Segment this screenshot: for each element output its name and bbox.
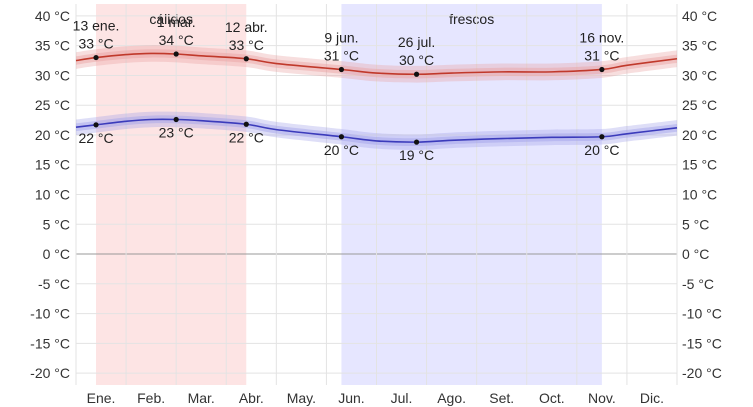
annotation-value: 20 °C	[324, 142, 359, 158]
y-tick-right: 35 °C	[682, 38, 717, 54]
y-tick-right: -5 °C	[682, 276, 714, 292]
annotation-point	[173, 51, 179, 57]
annotation-point	[93, 54, 99, 61]
x-tick-label: Nov.	[588, 390, 616, 406]
annotation-value: 22 °C	[78, 130, 113, 146]
x-tick-label: Abr.	[239, 390, 264, 406]
x-tick-label: Jul.	[391, 390, 413, 406]
series-band-outer-1	[76, 111, 677, 150]
annotation-point	[173, 116, 179, 123]
annotation-value: 34 °C	[159, 32, 194, 48]
annotation-value: 31 °C	[584, 47, 619, 63]
y-tick-left: -15 °C	[30, 335, 70, 351]
y-tick-right: 15 °C	[682, 157, 717, 173]
x-tick-label: Oct.	[539, 390, 565, 406]
y-tick-left: 0 °C	[43, 246, 70, 262]
y-tick-right: -20 °C	[682, 365, 722, 381]
annotation-point	[243, 121, 249, 127]
y-tick-right: 0 °C	[682, 246, 709, 262]
annotation-date: 13 ene.	[73, 18, 120, 34]
annotation-date: 16 nov.	[579, 29, 624, 45]
annotation-value: 23 °C	[159, 124, 194, 140]
annotation-value: 30 °C	[399, 52, 434, 68]
annotation-date: 1 mar.	[157, 14, 196, 30]
annotation-point	[599, 134, 605, 140]
annotation-point	[338, 134, 345, 140]
annotation-point	[243, 56, 249, 62]
annotation-point	[338, 66, 345, 73]
season-label-0: cálidos	[149, 11, 193, 27]
season-label-1: frescos	[449, 11, 494, 27]
y-tick-left: 5 °C	[43, 216, 70, 232]
y-tick-left: 15 °C	[35, 157, 70, 173]
y-tick-left: 25 °C	[35, 97, 70, 113]
y-tick-right: 20 °C	[682, 127, 717, 143]
x-tick-label: Set.	[489, 390, 514, 406]
y-tick-left: 35 °C	[35, 38, 70, 54]
annotation-value: 20 °C	[584, 142, 619, 158]
y-tick-right: 10 °C	[682, 187, 717, 203]
y-tick-right: -10 °C	[682, 306, 722, 322]
x-tick-label: Mar.	[188, 390, 215, 406]
annotation-value: 33 °C	[78, 36, 113, 52]
series-band-outer-0	[76, 45, 677, 83]
annotation-point	[599, 66, 605, 73]
annotation-point	[413, 139, 420, 145]
y-tick-right: 5 °C	[682, 216, 709, 232]
annotation-date: 9 jun.	[324, 29, 358, 45]
annotation-date: 26 jul.	[398, 34, 435, 50]
annotation-point	[413, 71, 420, 77]
y-tick-left: -10 °C	[30, 306, 70, 322]
annotation-date: 12 abr.	[225, 19, 268, 35]
y-tick-left: 40 °C	[35, 8, 70, 24]
y-tick-right: 30 °C	[682, 67, 717, 83]
x-tick-label: May.	[287, 390, 316, 406]
y-tick-left: -5 °C	[38, 276, 70, 292]
annotation-value: 19 °C	[399, 147, 434, 163]
annotation-value: 33 °C	[229, 37, 264, 53]
x-tick-label: Jun.	[338, 390, 364, 406]
annotation-point	[93, 122, 99, 128]
y-tick-right: 25 °C	[682, 97, 717, 113]
annotation-value: 22 °C	[229, 129, 264, 145]
y-tick-right: 40 °C	[682, 8, 717, 24]
x-tick-label: Dic.	[640, 390, 664, 406]
x-tick-label: Ago.	[437, 390, 466, 406]
y-tick-left: 20 °C	[35, 127, 70, 143]
y-tick-left: 10 °C	[35, 187, 70, 203]
y-tick-left: -20 °C	[30, 365, 70, 381]
y-tick-right: -15 °C	[682, 335, 722, 351]
y-tick-left: 30 °C	[35, 67, 70, 83]
annotation-value: 31 °C	[324, 47, 359, 63]
x-tick-label: Ene.	[87, 390, 116, 406]
x-tick-label: Feb.	[137, 390, 165, 406]
